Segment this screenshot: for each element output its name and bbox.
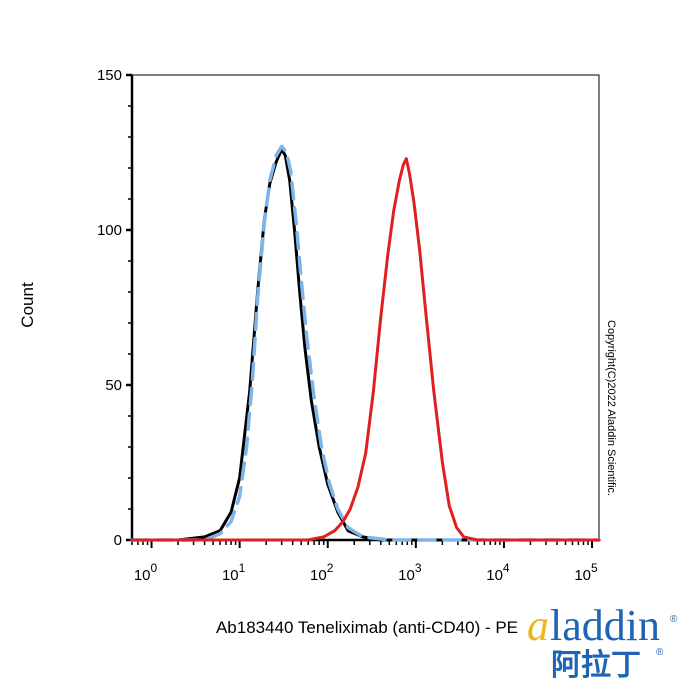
x-tick-label: 103 — [398, 561, 422, 584]
x-tick-label: 105 — [574, 561, 598, 584]
y-axis-title: Count — [18, 282, 37, 328]
x-tick-label: 101 — [222, 561, 246, 584]
logo-prefix: a — [527, 601, 549, 650]
y-axis-ticks: 0 50 100 150 — [97, 67, 132, 549]
x-tick-label: 102 — [310, 561, 334, 584]
y-tick-label: 50 — [105, 377, 122, 394]
x-tick-label: 100 — [134, 561, 158, 584]
series-line-1 — [130, 144, 601, 542]
y-tick-label: 150 — [97, 67, 122, 84]
logo-chinese-registered: ® — [656, 647, 664, 658]
logo-wordmark: laddin — [550, 601, 660, 650]
series-line-2 — [130, 157, 601, 542]
x-axis-ticks: 100 101 102 103 104 105 — [131, 540, 598, 584]
logo-chinese: 阿拉丁 — [551, 648, 641, 683]
copyright-text: Copyright(C)2022 Aladdin Scientific. — [605, 320, 617, 496]
plot-frame — [131, 74, 600, 541]
series-line-0 — [130, 147, 601, 542]
x-axis-title: Ab183440 Teneliximab (anti-CD40) - PE — [216, 618, 518, 637]
x-tick-label: 104 — [486, 561, 510, 584]
y-tick-label: 100 — [97, 222, 122, 239]
y-tick-label: 0 — [114, 532, 122, 549]
brand-logo: a laddin ® 阿拉丁 ® — [527, 601, 678, 683]
logo-registered: ® — [670, 614, 678, 625]
series-layer — [130, 144, 601, 542]
